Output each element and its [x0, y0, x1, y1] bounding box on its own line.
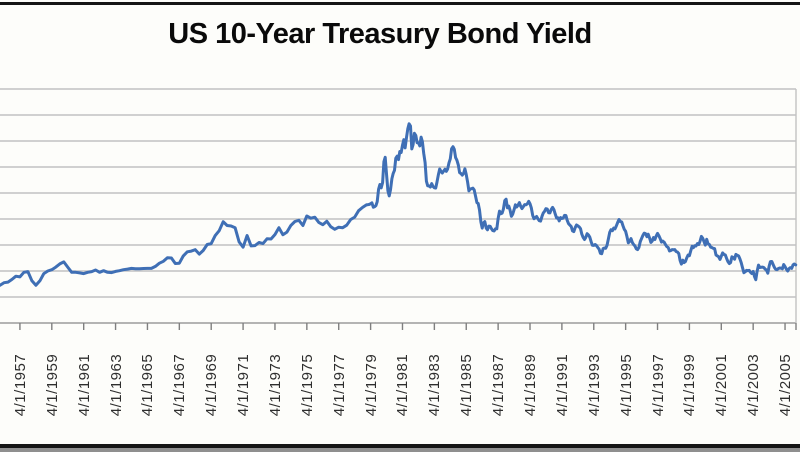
- x-tick-label: 4/1/1999: [681, 353, 699, 417]
- x-tick-label: 4/1/1985: [458, 353, 476, 417]
- x-tick-label: 4/1/1965: [139, 353, 157, 417]
- x-tick-label: 4/1/1967: [171, 353, 189, 417]
- x-tick-label: 4/1/1969: [203, 353, 221, 417]
- x-tick-label: 4/1/1973: [266, 353, 284, 417]
- x-tick-label: 4/1/1987: [490, 353, 508, 417]
- x-tick-label: 4/1/1977: [330, 353, 348, 417]
- x-tick-label: 4/1/1991: [553, 353, 571, 417]
- x-tick-label: 4/1/2003: [745, 353, 763, 417]
- bottom-frame-bar: [0, 444, 800, 448]
- x-tick-label: 4/1/1979: [362, 353, 380, 417]
- x-tick-label: 4/1/1993: [585, 353, 603, 417]
- x-tick-label: 4/1/1957: [11, 353, 29, 417]
- x-tick-label: 4/1/1971: [235, 353, 253, 417]
- x-tick-label: 4/1/1983: [426, 353, 444, 417]
- x-tick-label: 4/1/1989: [522, 353, 539, 417]
- bottom-frame-bar-shadow: [0, 448, 800, 452]
- x-tick-label: 4/1/2001: [713, 353, 731, 417]
- x-tick-label: 4/1/1961: [75, 353, 93, 417]
- x-tick-label: 4/1/1959: [43, 353, 61, 417]
- chart-title: US 10-Year Treasury Bond Yield: [168, 18, 592, 50]
- x-tick-label: 4/1/2005: [777, 353, 795, 417]
- top-frame-bar: [0, 2, 800, 5]
- x-tick-label: 4/1/1963: [107, 353, 125, 417]
- x-tick-label: 4/1/1995: [617, 353, 635, 417]
- yield-line-series: [0, 122, 798, 287]
- x-tick-label: 4/1/1975: [298, 353, 316, 417]
- x-tick-label: 4/1/1997: [649, 353, 667, 417]
- x-tick-label: 4/1/1981: [394, 353, 412, 417]
